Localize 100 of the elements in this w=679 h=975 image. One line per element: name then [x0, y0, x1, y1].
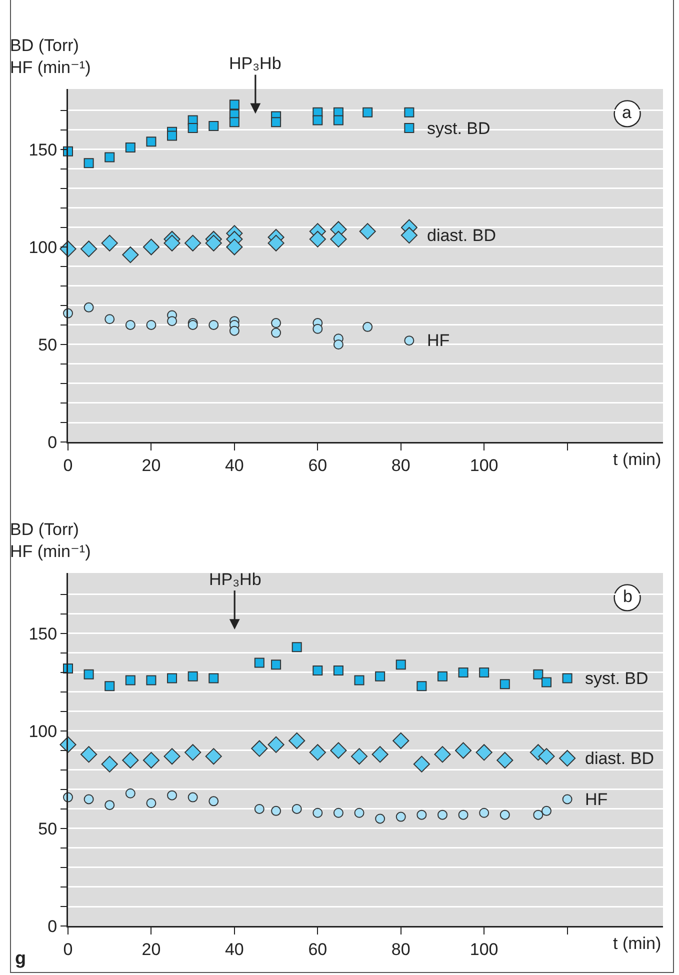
- point: [362, 322, 373, 332]
- point: [479, 808, 490, 818]
- point: [268, 736, 284, 753]
- point: [188, 123, 198, 134]
- point: [101, 756, 118, 772]
- point: [84, 158, 94, 168]
- point: [208, 796, 219, 806]
- point: [454, 742, 472, 759]
- point: [458, 810, 468, 820]
- point: [396, 812, 406, 822]
- point: [254, 804, 264, 814]
- y-tick-label: 0: [48, 432, 58, 452]
- point: [542, 677, 552, 688]
- point: [372, 746, 388, 763]
- point: [354, 808, 364, 818]
- series-label: HF: [585, 790, 608, 809]
- y-tick-label: 100: [28, 238, 58, 257]
- point: [271, 318, 282, 328]
- point: [104, 314, 115, 324]
- series-label: diast. BD: [585, 749, 654, 768]
- point: [404, 123, 414, 134]
- point: [164, 748, 180, 765]
- point: [167, 316, 178, 326]
- y-tick-label: 0: [48, 916, 58, 936]
- point: [226, 238, 243, 256]
- point: [404, 336, 414, 346]
- x-tick-label: 0: [63, 456, 73, 475]
- point: [205, 234, 222, 252]
- x-tick-label: 100: [470, 940, 498, 959]
- point: [271, 328, 282, 338]
- point: [354, 675, 364, 686]
- point: [413, 756, 430, 772]
- point: [375, 671, 386, 682]
- y-tick-label: 50: [38, 819, 58, 838]
- point: [542, 806, 552, 816]
- point: [84, 302, 94, 312]
- point: [330, 742, 347, 759]
- point: [104, 152, 115, 162]
- point: [122, 752, 139, 769]
- annotation: b: [623, 587, 632, 606]
- point: [533, 669, 544, 680]
- point: [500, 810, 510, 820]
- point: [434, 746, 451, 763]
- point: [271, 660, 282, 670]
- point: [333, 115, 344, 126]
- point: [208, 320, 219, 330]
- point: [392, 732, 410, 750]
- point: [146, 798, 156, 808]
- point: [184, 234, 202, 252]
- point: [125, 142, 136, 153]
- point: [80, 746, 98, 763]
- point: [142, 238, 160, 256]
- y-tick-label: 100: [28, 722, 58, 741]
- x-tick-label: 40: [224, 456, 244, 475]
- annotation: a: [622, 103, 632, 122]
- point: [167, 790, 178, 800]
- point: [437, 810, 448, 820]
- point: [330, 230, 347, 248]
- x-tick-label: 40: [224, 940, 244, 959]
- point: [188, 671, 198, 682]
- point: [101, 234, 118, 252]
- point: [333, 339, 344, 350]
- point: [208, 673, 219, 684]
- point: [251, 740, 268, 757]
- point: [458, 667, 468, 678]
- x-tick-label: 60: [308, 940, 328, 959]
- point: [122, 246, 139, 264]
- point: [538, 748, 555, 765]
- x-tick-label: 80: [391, 940, 410, 959]
- point: [229, 326, 240, 336]
- point: [312, 666, 323, 676]
- point: [400, 226, 418, 244]
- point: [80, 240, 98, 258]
- point: [125, 320, 136, 330]
- text: g: [15, 948, 26, 968]
- x-axis-title: t (min): [613, 450, 662, 469]
- point: [333, 666, 344, 676]
- point: [167, 130, 178, 141]
- point: [146, 320, 156, 330]
- point: [84, 669, 94, 680]
- point: [350, 748, 368, 765]
- point: [104, 800, 115, 810]
- point: [309, 744, 326, 761]
- x-tick-label: 20: [142, 456, 161, 475]
- series-label: HF: [427, 331, 450, 350]
- point: [167, 673, 178, 684]
- point: [333, 808, 344, 818]
- point: [500, 679, 510, 690]
- point: [359, 223, 376, 240]
- point: [396, 660, 406, 670]
- point: [254, 658, 264, 668]
- point: [268, 234, 284, 252]
- point: [208, 121, 219, 132]
- point: [312, 115, 323, 126]
- point: [125, 788, 136, 798]
- x-tick-label: 0: [63, 940, 73, 959]
- point: [404, 107, 414, 118]
- point: [125, 675, 136, 686]
- point: [533, 810, 544, 820]
- point: [479, 667, 490, 678]
